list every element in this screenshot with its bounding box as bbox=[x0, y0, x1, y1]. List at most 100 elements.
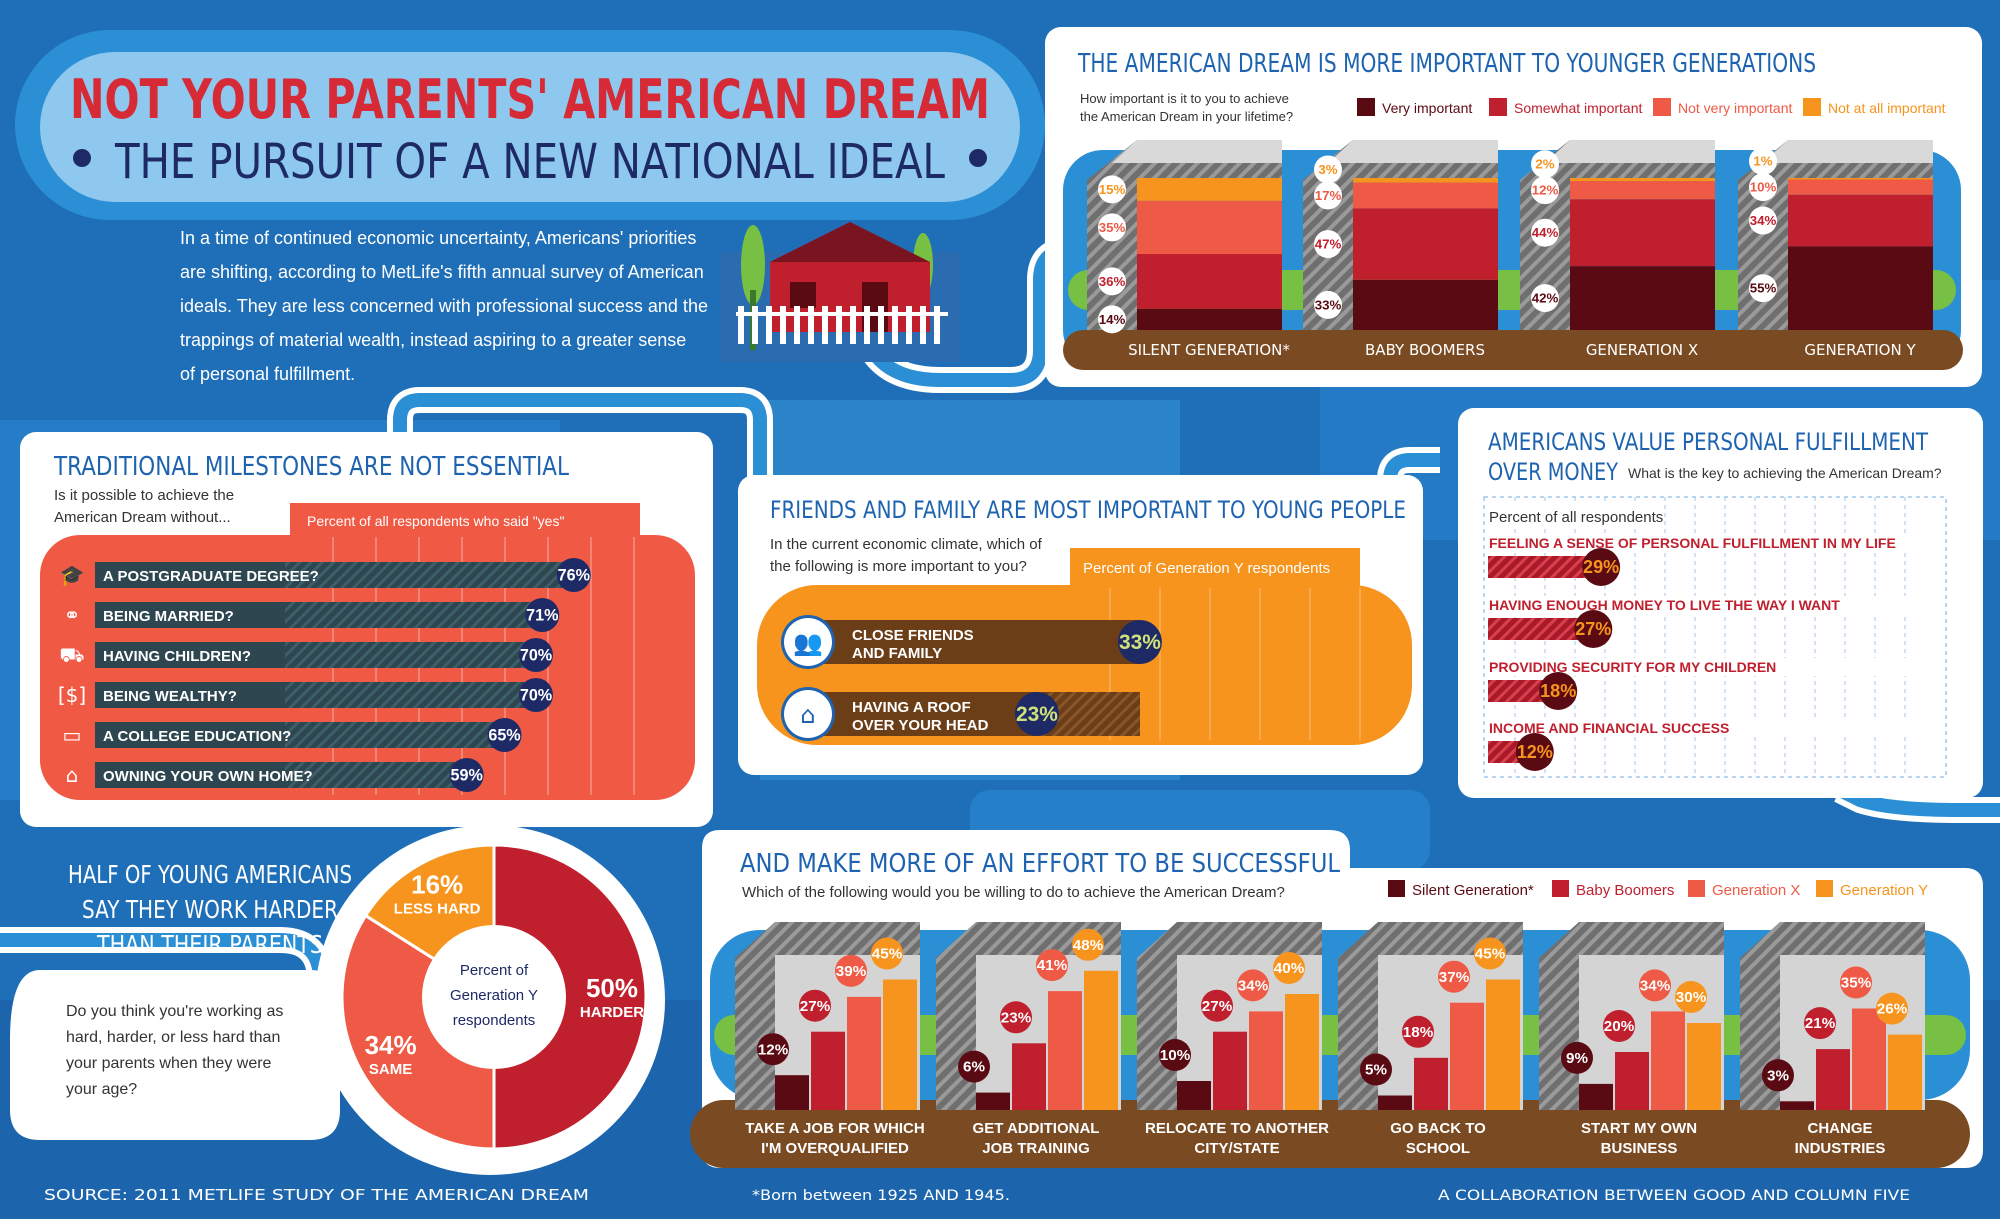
importance-bar-1-3 bbox=[1353, 178, 1498, 183]
pie-value-0: 50% bbox=[586, 973, 638, 1003]
effort-badge-2-0-label: 10% bbox=[1160, 1047, 1191, 1064]
importance-roof-2 bbox=[1545, 140, 1715, 163]
importance-badge-2-3: 2% bbox=[1531, 150, 1559, 179]
effort-badge-0-1-label: 27% bbox=[800, 998, 831, 1015]
star-icon-left bbox=[73, 149, 91, 167]
effort-badge-2-1: 27% bbox=[1201, 989, 1233, 1022]
effort-bar-2-2 bbox=[1249, 1011, 1283, 1110]
milestone-badge-1-circle bbox=[525, 598, 560, 632]
importance-badge-1-1-label: 47% bbox=[1315, 237, 1342, 252]
importance-legend-swatch-3 bbox=[1803, 98, 1821, 116]
milestone-badge-2: 70% bbox=[519, 638, 553, 672]
effort-category-3-0: GO BACK TO bbox=[1390, 1120, 1486, 1137]
money-icon: [$] bbox=[58, 683, 86, 707]
effort-category-5-1: INDUSTRIES bbox=[1795, 1140, 1886, 1157]
importance-legend-label-2: Not very important bbox=[1678, 100, 1792, 116]
milestones-question-2: American Dream without... bbox=[54, 509, 231, 526]
effort-badge-3-0: 5% bbox=[1360, 1053, 1392, 1086]
effort-badge-3-1-circle bbox=[1402, 1015, 1434, 1048]
friends-label-1-1: OVER YOUR HEAD bbox=[852, 717, 989, 734]
intro-text: In a time of continued economic uncertai… bbox=[180, 228, 708, 384]
milestone-bar-head-0 bbox=[95, 562, 285, 588]
importance-badge-0-0-circle bbox=[1098, 305, 1126, 334]
effort-badge-0-0-circle bbox=[757, 1033, 789, 1066]
importance-badge-0-3: 15% bbox=[1098, 175, 1126, 204]
friends-badge-1: 23% bbox=[1014, 692, 1059, 736]
graduation-cap-icon: 🎓 bbox=[60, 563, 85, 587]
effort-badge-1-1-circle bbox=[1000, 1001, 1032, 1034]
importance-badge-3-2-label: 10% bbox=[1750, 180, 1777, 195]
pie-label-2: LESS HARD bbox=[394, 901, 481, 918]
effort-house-4 bbox=[1539, 922, 1724, 1110]
effort-legend-swatch-0 bbox=[1388, 880, 1405, 897]
effort-badge-5-0: 3% bbox=[1762, 1059, 1794, 1092]
pie-center-3: respondents bbox=[453, 1012, 536, 1029]
effort-badge-5-1-circle bbox=[1804, 1007, 1836, 1040]
effort-badge-5-2-circle bbox=[1840, 966, 1872, 999]
harder-question-3: your parents when they were bbox=[66, 1055, 272, 1072]
effort-badge-4-3-label: 30% bbox=[1676, 989, 1707, 1006]
effort-bar-5-3 bbox=[1888, 1034, 1922, 1110]
effort-badge-1-3-label: 48% bbox=[1073, 937, 1104, 954]
effort-title: AND MAKE MORE OF AN EFFORT TO BE SUCCESS… bbox=[740, 849, 1340, 879]
fulfillment-badge-2-circle bbox=[1539, 672, 1578, 710]
friends-label-0-1: AND FAMILY bbox=[852, 645, 942, 662]
effort-badge-2-3-circle bbox=[1273, 952, 1305, 984]
effort-badge-2-2: 34% bbox=[1237, 969, 1269, 1002]
rings-icon: ⚭ bbox=[64, 603, 81, 627]
stroller-icon: ⛟ bbox=[59, 643, 84, 667]
importance-badge-2-3-circle bbox=[1531, 150, 1559, 179]
effort-bar-1-2 bbox=[1048, 991, 1082, 1110]
fulfillment-label-3: INCOME AND FINANCIAL SUCCESS bbox=[1489, 720, 1729, 736]
milestones-title: TRADITIONAL MILESTONES ARE NOT ESSENTIAL bbox=[53, 452, 569, 482]
fulfillment-label-bg-2 bbox=[1488, 658, 1928, 676]
effort-legend: Silent Generation* Baby Boomers Generation… bbox=[1388, 880, 1928, 899]
importance-bar-0-1 bbox=[1137, 254, 1282, 309]
effort-category-2-0: RELOCATE TO ANOTHER bbox=[1145, 1120, 1329, 1137]
milestone-label-2: HAVING CHILDREN? bbox=[103, 648, 251, 665]
importance-house-1 bbox=[1303, 140, 1498, 330]
intro-line-3: ideals. They are less concerned with pro… bbox=[180, 296, 708, 316]
effort-category-2-1: CITY/STATE bbox=[1194, 1140, 1279, 1157]
importance-bar-1-1 bbox=[1353, 208, 1498, 280]
fulfillment-badge-3-label: 12% bbox=[1517, 742, 1553, 762]
effort-badge-0-2-label: 39% bbox=[836, 963, 867, 980]
importance-badge-0-1-label: 36% bbox=[1099, 274, 1126, 289]
effort-badge-1-1: 23% bbox=[1000, 1001, 1032, 1034]
effort-badge-0-0: 12% bbox=[757, 1033, 789, 1066]
effort-legend-swatch-3 bbox=[1816, 880, 1833, 897]
importance-roof-3 bbox=[1763, 140, 1933, 163]
fulfillment-label-bg-0 bbox=[1488, 534, 1928, 552]
friends-badge-0: 33% bbox=[1117, 620, 1162, 664]
friends-badge-0-circle bbox=[1117, 620, 1162, 664]
milestone-badge-3: 70% bbox=[519, 678, 553, 712]
importance-bars: 14% 36% 35% 15% SILENT GENERATION* 33% 47% 17% 3… bbox=[1087, 140, 1933, 359]
importance-badge-3-3: 1% bbox=[1749, 147, 1777, 176]
fulfillment-badge-3-circle bbox=[1515, 733, 1554, 771]
fulfillment-panel: AMERICANS VALUE PERSONAL FULFILLMENT OVE… bbox=[1458, 408, 1983, 798]
milestone-bar-head-2 bbox=[95, 642, 285, 668]
effort-panel: AND MAKE MORE OF AN EFFORT TO BE SUCCESS… bbox=[690, 830, 1983, 1168]
effort-badge-4-2: 34% bbox=[1639, 969, 1671, 1002]
importance-bar-2-2 bbox=[1570, 181, 1715, 200]
footnote-text: *Born between 1925 AND 1945. bbox=[752, 1188, 1010, 1204]
effort-badge-4-1-circle bbox=[1603, 1010, 1635, 1042]
pie-slice-harder bbox=[492, 843, 648, 1151]
effort-badge-0-3-circle bbox=[871, 937, 903, 970]
fulfillment-bar-1 bbox=[1488, 618, 1594, 640]
fulfillment-question: What is the key to achieving the America… bbox=[1628, 465, 1942, 481]
friends-icon-inner-1 bbox=[784, 690, 832, 738]
milestones-bars: A POSTGRADUATE DEGREE? 🎓 76% BEING MARRIED?… bbox=[58, 558, 591, 792]
importance-legend-swatch-0 bbox=[1357, 98, 1375, 116]
effort-bar-0-0 bbox=[775, 1075, 809, 1110]
main-subtitle: THE PURSUIT OF A NEW NATIONAL IDEAL bbox=[114, 134, 945, 190]
importance-roof-0 bbox=[1112, 140, 1282, 163]
importance-badge-0-2: 35% bbox=[1098, 213, 1126, 242]
milestone-bar-head-5 bbox=[95, 762, 285, 788]
pie-value-1: 34% bbox=[365, 1030, 417, 1060]
effort-legend-label-0: Silent Generation* bbox=[1412, 882, 1534, 899]
effort-badge-2-3-label: 40% bbox=[1274, 960, 1305, 977]
pie-label-0: HARDER bbox=[580, 1004, 644, 1021]
effort-legend-label-2: Generation X bbox=[1712, 882, 1800, 899]
harder-title-2: SAY THEY WORK HARDER bbox=[82, 895, 338, 924]
